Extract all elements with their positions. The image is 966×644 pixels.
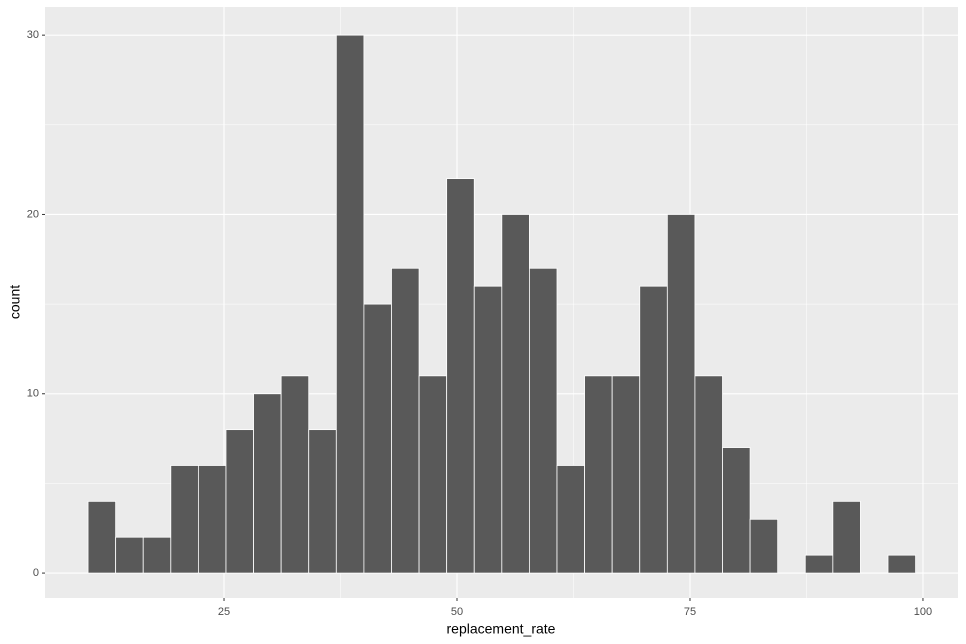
y-tick-label: 0 xyxy=(33,567,39,579)
bar xyxy=(887,554,916,574)
bar xyxy=(308,429,337,574)
bar xyxy=(115,536,144,574)
x-tick-label: 100 xyxy=(914,606,932,618)
bar xyxy=(501,214,530,574)
bar xyxy=(556,465,585,574)
y-tick-label: 20 xyxy=(27,208,39,220)
x-tick-label: 75 xyxy=(684,606,696,618)
bar xyxy=(363,303,392,574)
bar xyxy=(391,267,420,574)
bar xyxy=(280,375,310,574)
bar xyxy=(335,34,365,574)
bar xyxy=(584,375,613,574)
bar xyxy=(225,429,254,574)
bar xyxy=(418,375,448,574)
bar xyxy=(529,267,558,574)
bar xyxy=(666,214,696,574)
bar xyxy=(142,536,172,574)
bar xyxy=(722,447,751,574)
bar xyxy=(473,285,503,574)
bar xyxy=(804,554,834,574)
bar xyxy=(639,285,668,574)
bar xyxy=(87,500,117,574)
y-axis-title: count xyxy=(7,285,23,319)
bar xyxy=(197,465,227,574)
x-tick-label: 25 xyxy=(218,606,230,618)
x-axis-title: replacement_rate xyxy=(447,621,556,637)
y-tick-label: 10 xyxy=(27,388,39,400)
bar xyxy=(611,375,641,574)
bar xyxy=(694,375,723,574)
bar xyxy=(446,178,475,574)
bar xyxy=(170,465,199,574)
bar xyxy=(253,393,282,574)
y-tick-label: 30 xyxy=(27,29,39,41)
x-tick-label: 50 xyxy=(451,606,463,618)
bar xyxy=(749,518,779,574)
bar xyxy=(832,500,861,574)
